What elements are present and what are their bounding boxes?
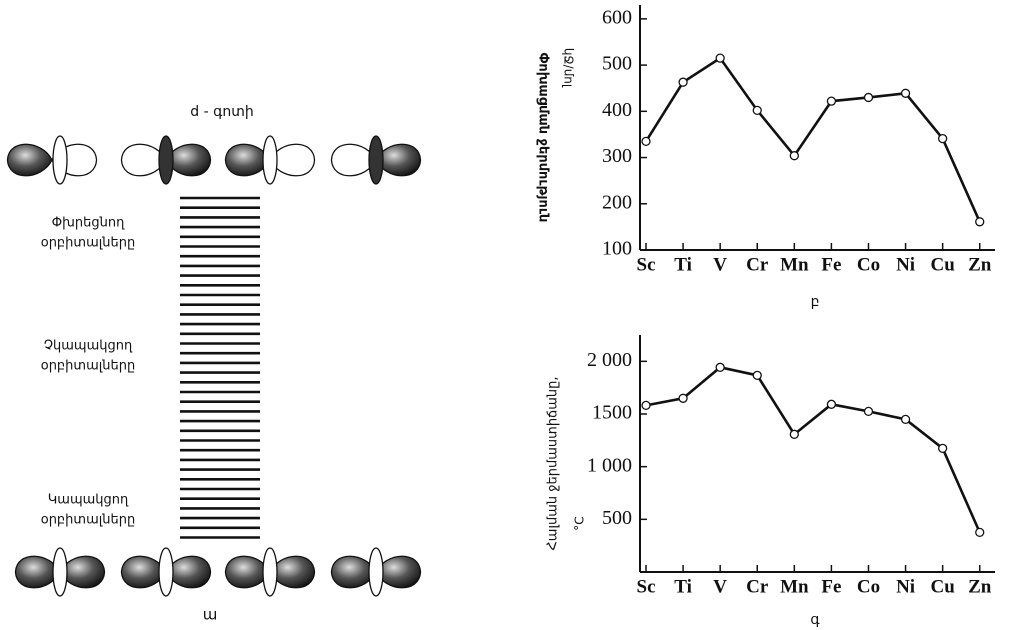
orbital-lobe <box>14 555 61 589</box>
orbital-node <box>368 547 384 597</box>
data-point <box>678 393 688 403</box>
x-tick-label: Mn <box>780 254 809 275</box>
y-axis-title: Փոխացման ջերմություն <box>536 53 551 223</box>
chart-caption: գ <box>810 612 820 628</box>
orbital-label: օրբիտալները <box>41 513 135 528</box>
data-point <box>826 96 837 106</box>
orbital-label: օրբիտալները <box>41 236 135 251</box>
x-tick-label: Cr <box>746 254 769 275</box>
orbital-node <box>158 135 174 185</box>
orbital-node <box>262 135 278 185</box>
y-tick-label: 600 <box>602 6 632 28</box>
x-tick-label: Zn <box>968 576 992 597</box>
y-tick-label: 100 <box>602 238 632 260</box>
y-axis-title: Հալման ջերմաստիճանը, <box>546 376 561 550</box>
x-tick-label: Ni <box>896 254 915 275</box>
orbital-diagram <box>6 135 422 597</box>
data-point <box>641 136 651 147</box>
x-tick-label: Co <box>857 576 880 597</box>
orbital-label: օրբիտալները <box>41 359 135 374</box>
data-point <box>863 406 874 417</box>
data-point <box>863 92 874 103</box>
orbital-label: Չկապակցող <box>44 339 133 354</box>
diagram-title: d - գոտի <box>190 104 253 120</box>
data-point <box>678 77 688 87</box>
x-tick-label: Ni <box>896 576 915 597</box>
y-tick-label: 2 000 <box>587 349 632 371</box>
orbital-lobe <box>120 143 167 177</box>
orbital-lobe <box>6 143 53 177</box>
orbital-lobe <box>165 143 212 177</box>
orbital-lobe <box>269 143 316 177</box>
data-point <box>641 400 651 411</box>
orbital-lobe <box>375 143 422 177</box>
x-tick-label: Zn <box>968 254 992 275</box>
data-point <box>900 414 911 425</box>
orbital-lobe <box>224 143 271 177</box>
x-tick-label: Sc <box>637 576 656 597</box>
orbital-label: Կապակցող <box>48 493 129 508</box>
x-tick-label: Cu <box>931 576 956 597</box>
chart-caption: բ <box>811 294 820 310</box>
x-tick-label: Fe <box>821 576 841 597</box>
x-tick-label: Cu <box>931 254 956 275</box>
orbital-node <box>368 135 384 185</box>
x-tick-label: Sc <box>637 254 656 275</box>
orbital-lobe <box>120 555 167 589</box>
orbital-node <box>52 547 68 597</box>
orbital-label: Փխրեցնող <box>52 216 125 231</box>
orbital-lobe <box>269 555 316 589</box>
y-tick-label: 1500 <box>592 402 632 424</box>
data-point <box>975 217 985 227</box>
data-point <box>937 133 948 144</box>
y-tick-label: 500 <box>602 507 632 529</box>
data-point <box>975 527 985 538</box>
orbital-lobe <box>330 143 377 177</box>
y-axis-unit: °C <box>573 516 587 530</box>
x-tick-label: Fe <box>821 254 841 275</box>
orbital-lobe <box>224 555 271 589</box>
x-tick-label: Co <box>857 254 880 275</box>
data-point <box>937 443 948 453</box>
orbital-lobe <box>59 555 106 589</box>
diagram-caption: ա <box>203 606 218 624</box>
data-point <box>789 151 799 161</box>
data-point <box>715 362 725 372</box>
orbital-lobe <box>375 555 422 589</box>
y-tick-label: 300 <box>602 145 632 167</box>
y-tick-label: 200 <box>602 191 632 213</box>
data-line <box>644 56 981 223</box>
y-tick-label: 500 <box>602 53 632 75</box>
x-tick-label: V <box>713 576 727 597</box>
y-tick-label: 1 000 <box>587 454 632 476</box>
data-point <box>789 429 799 439</box>
data-point <box>752 105 762 116</box>
x-tick-label: V <box>713 254 727 275</box>
orbital-node <box>158 547 174 597</box>
y-axis-unit: կՋ/մոլ <box>562 48 576 88</box>
orbital-node <box>52 135 68 185</box>
x-tick-label: Cr <box>746 576 769 597</box>
data-point <box>900 88 911 98</box>
y-tick-label: 400 <box>602 99 632 121</box>
data-point <box>752 370 762 380</box>
orbital-lobe <box>330 555 377 589</box>
data-point <box>715 53 725 63</box>
x-tick-label: Ti <box>674 576 692 597</box>
data-line <box>645 365 981 533</box>
orbital-lobe <box>165 555 212 589</box>
orbital-node <box>262 547 278 597</box>
x-tick-label: Ti <box>674 254 692 275</box>
x-tick-label: Mn <box>780 576 809 597</box>
data-point <box>826 399 837 409</box>
